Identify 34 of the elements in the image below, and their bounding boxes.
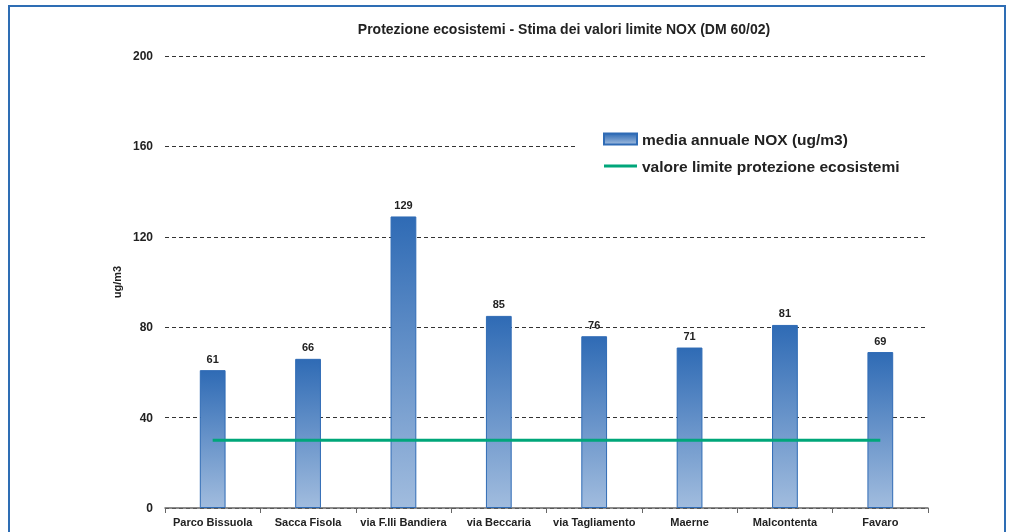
y-tick-label: 40 <box>139 410 154 425</box>
y-axis-title: ug/m3 <box>110 265 123 299</box>
data-label: 71 <box>683 330 696 343</box>
bar <box>676 347 703 508</box>
y-tick-label: 0 <box>146 501 154 515</box>
y-tick-label: 160 <box>132 139 154 154</box>
x-tick-label: Maerne <box>670 515 709 528</box>
legend-label: valore limite protezione ecosistemi <box>642 157 900 175</box>
legend-label: media annuale NOX (ug/m3) <box>642 130 848 148</box>
data-label: 85 <box>492 298 505 311</box>
x-tick-label: Favaro <box>862 515 899 528</box>
bar <box>581 336 608 508</box>
x-tick-label: via Tagliamento <box>553 515 636 528</box>
y-tick-label: 120 <box>132 229 154 244</box>
x-tick-label: via F.lli Bandiera <box>360 515 448 528</box>
y-tick-label: 200 <box>132 49 154 63</box>
x-tick-label: Sacca Fisola <box>274 515 343 528</box>
bar <box>390 216 417 508</box>
bar <box>772 324 798 508</box>
data-label: 81 <box>778 307 792 320</box>
bar <box>199 370 226 508</box>
data-label: 129 <box>394 198 413 211</box>
bar <box>485 315 512 508</box>
data-label: 76 <box>588 318 601 331</box>
x-tick-label: Parco Bissuola <box>172 515 254 528</box>
data-label: 66 <box>301 341 315 354</box>
y-tick-label: 80 <box>139 320 154 335</box>
x-tick-label: Malcontenta <box>752 515 818 528</box>
x-tick-label: via Beccaria <box>466 515 532 528</box>
chart-title: Protezione ecosistemi - Stima dei valori limite NOX (DM 60/02) <box>357 21 771 37</box>
bar <box>295 358 321 508</box>
data-label: 61 <box>206 352 219 365</box>
bar <box>867 352 894 508</box>
data-label: 69 <box>874 334 887 347</box>
